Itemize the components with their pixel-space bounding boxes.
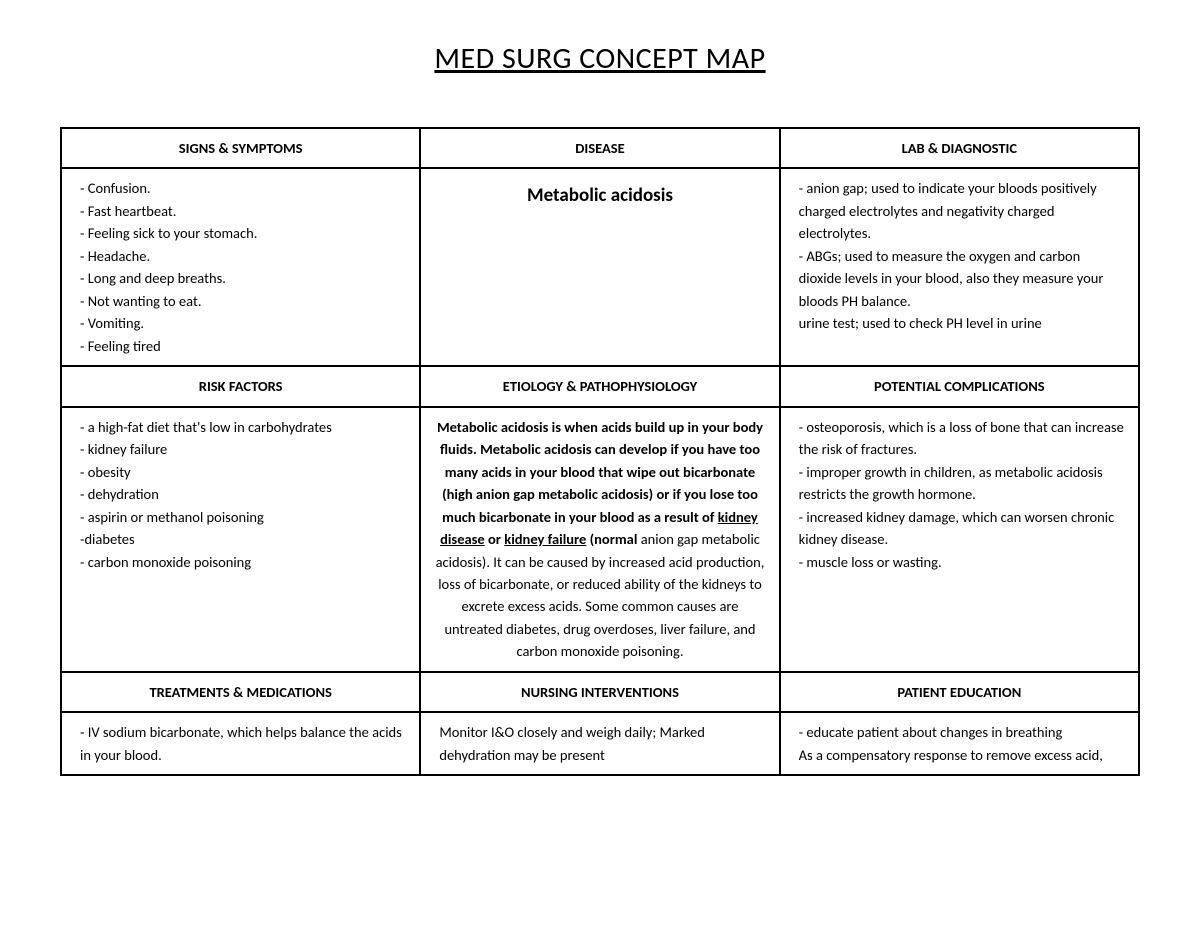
etiology-text: (normal: [586, 530, 640, 548]
list-item: - kidney failure: [80, 438, 405, 460]
complications-list: - osteoporosis, which is a loss of bone …: [795, 416, 1124, 573]
header-treatments: TREATMENTS & MEDICATIONS: [61, 672, 420, 712]
list-item: -diabetes: [80, 528, 405, 550]
list-item: - Vomiting.: [80, 312, 405, 334]
list-item: - increased kidney damage, which can wor…: [799, 506, 1124, 551]
signs-list: - Confusion. - Fast heartbeat. - Feeling…: [76, 177, 405, 357]
etiology-text: anion gap metabolic acidosis). It can be…: [436, 530, 765, 660]
list-item: - Fast heartbeat.: [80, 200, 405, 222]
list-item: - improper growth in children, as metabo…: [799, 461, 1124, 506]
nursing-list: Monitor I&O closely and weigh daily; Mar…: [435, 721, 764, 766]
header-education: PATIENT EDUCATION: [780, 672, 1139, 712]
header-nursing: NURSING INTERVENTIONS: [420, 672, 779, 712]
list-item: - a high-fat diet that's low in carbohyd…: [80, 416, 405, 438]
cell-education: - educate patient about changes in breat…: [780, 712, 1139, 775]
header-lab: LAB & DIAGNOSTIC: [780, 128, 1139, 168]
page-title: MED SURG CONCEPT MAP: [60, 40, 1140, 77]
list-item: - aspirin or methanol poisoning: [80, 506, 405, 528]
header-etiology: ETIOLOGY & PATHOPHYSIOLOGY: [420, 366, 779, 406]
list-item: - Long and deep breaths.: [80, 267, 405, 289]
list-item: - Feeling sick to your stomach.: [80, 222, 405, 244]
cell-etiology: Metabolic acidosis is when acids build u…: [420, 407, 779, 672]
list-item: - Feeling tired: [80, 335, 405, 357]
etiology-underline: kidney failure: [504, 530, 586, 548]
disease-name: Metabolic acidosis: [435, 177, 764, 210]
list-item: - Not wanting to eat.: [80, 290, 405, 312]
treatments-list: - IV sodium bicarbonate, which helps bal…: [76, 721, 405, 766]
list-item: - anion gap; used to indicate your blood…: [799, 177, 1124, 244]
risk-list: - a high-fat diet that's low in carbohyd…: [76, 416, 405, 573]
lab-list: - anion gap; used to indicate your blood…: [795, 177, 1124, 334]
education-list: - educate patient about changes in breat…: [795, 721, 1124, 766]
cell-lab: - anion gap; used to indicate your blood…: [780, 168, 1139, 366]
list-item: - educate patient about changes in breat…: [799, 721, 1124, 743]
list-item: As a compensatory response to remove exc…: [799, 744, 1124, 766]
cell-risk: - a high-fat diet that's low in carbohyd…: [61, 407, 420, 672]
header-signs: SIGNS & SYMPTOMS: [61, 128, 420, 168]
header-risk: RISK FACTORS: [61, 366, 420, 406]
etiology-text: Metabolic acidosis is when acids build u…: [437, 418, 763, 526]
etiology-text: or: [485, 530, 505, 548]
list-item: - osteoporosis, which is a loss of bone …: [799, 416, 1124, 461]
cell-complications: - osteoporosis, which is a loss of bone …: [780, 407, 1139, 672]
cell-signs: - Confusion. - Fast heartbeat. - Feeling…: [61, 168, 420, 366]
concept-map-table: SIGNS & SYMPTOMS DISEASE LAB & DIAGNOSTI…: [60, 127, 1140, 776]
list-item: urine test; used to check PH level in ur…: [799, 312, 1124, 334]
list-item: - carbon monoxide poisoning: [80, 551, 405, 573]
list-item: - Confusion.: [80, 177, 405, 199]
list-item: Monitor I&O closely and weigh daily; Mar…: [439, 721, 764, 766]
list-item: - dehydration: [80, 483, 405, 505]
cell-nursing: Monitor I&O closely and weigh daily; Mar…: [420, 712, 779, 775]
list-item: - obesity: [80, 461, 405, 483]
list-item: - Headache.: [80, 245, 405, 267]
header-disease: DISEASE: [420, 128, 779, 168]
cell-disease: Metabolic acidosis: [420, 168, 779, 366]
list-item: - muscle loss or wasting.: [799, 551, 1124, 573]
list-item: - ABGs; used to measure the oxygen and c…: [799, 245, 1124, 312]
list-item: - IV sodium bicarbonate, which helps bal…: [80, 721, 405, 766]
cell-treatments: - IV sodium bicarbonate, which helps bal…: [61, 712, 420, 775]
header-complications: POTENTIAL COMPLICATIONS: [780, 366, 1139, 406]
